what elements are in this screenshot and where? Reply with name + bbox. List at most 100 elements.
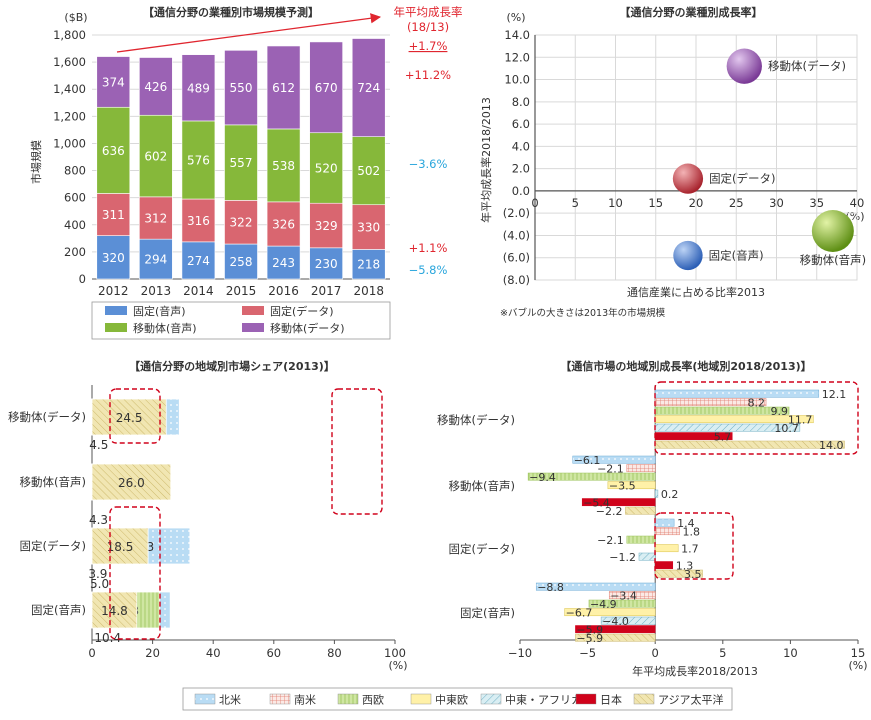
legend-label: 北米 (219, 694, 241, 707)
bar-value-label: 502 (357, 164, 380, 178)
growth-value-label: −5.4 (583, 497, 610, 510)
y-tick-label: 800 (64, 164, 86, 178)
cagr-fixed-data: +1.1% (409, 241, 448, 255)
growth-bar (535, 582, 656, 591)
bar-value-label: 316 (187, 214, 210, 228)
growth-value-label: 1.7 (681, 543, 699, 556)
growth-bar (654, 489, 659, 498)
growth-value-label: 14.0 (819, 439, 844, 452)
growth-value-label: −8.8 (537, 581, 564, 594)
growth-x-unit: (%) (848, 659, 867, 672)
share-value-label: 26.0 (118, 476, 145, 490)
growth-value-label: 1.8 (683, 526, 701, 539)
bubble (811, 210, 854, 252)
bar-value-label: 243 (272, 256, 295, 270)
region-legend: 北米 南米 西欧 中東欧 中東・アフリカ 日本 アジア太平洋 (182, 687, 733, 711)
legend-swatch (410, 693, 432, 705)
legend-swatch (633, 693, 655, 705)
share-value-label: 18.5 (107, 540, 134, 554)
bubble-ylabel: 年平均成長率2018/2013 (479, 97, 493, 223)
bar-segment (96, 193, 131, 236)
highlight-box-mobile-data-growth (654, 381, 859, 455)
y-tick-label: (4.0) (503, 228, 530, 242)
bubble (672, 163, 704, 194)
growth-bar (654, 389, 820, 398)
bar-value-label: 670 (315, 81, 338, 95)
share-segment (91, 398, 167, 436)
bubble-label: 移動体(音声) (800, 253, 866, 267)
legend-swatch (337, 693, 359, 705)
growth-bubble-chart: 【通信分野の業種別成長率】 (%) (%) 年平均成長率2018/2013 通信… (479, 5, 866, 319)
x-tick-label: 0 (652, 646, 659, 660)
growth-value-label: −6.7 (566, 607, 593, 620)
growth-bar (654, 527, 680, 536)
regional-growth-chart: 【通信市場の地域別成長率(地域別2018/2013)】 −10 −5 0 5 10 15 … (437, 359, 868, 678)
legend-swatch (194, 693, 216, 705)
growth-value-label: −4.0 (602, 615, 629, 628)
y-tick-label: 0 (79, 272, 86, 286)
bubble-label: 固定(データ) (709, 172, 775, 186)
bar-segment (224, 50, 258, 126)
cagr-fixed-data-top: +1.7% (409, 39, 448, 53)
x-tick-label: −10 (508, 646, 532, 660)
x-tick-label: 2012 (98, 284, 129, 298)
share-segment (91, 463, 172, 501)
bar-value-label: 330 (357, 221, 380, 235)
growth-bar (581, 498, 656, 507)
regional-share-chart: 【通信分野の地域別市場シェア(2013)】 0 20 40 60 80 100 移動体(デ… (8, 359, 408, 672)
legend-swatch (105, 323, 127, 332)
growth-value-label: −9.4 (529, 471, 556, 484)
growth-value-label: −2.1 (597, 534, 624, 547)
x-tick-label: 2016 (268, 284, 299, 298)
growth-value-label: 11.7 (788, 414, 813, 427)
bar-segment (139, 196, 173, 240)
growth-value-label: 1.4 (677, 517, 695, 530)
x-tick-label: 30 (769, 196, 784, 210)
bar-segment (266, 245, 301, 280)
category-label: 移動体(データ) (437, 413, 515, 427)
legend-label: 西欧 (362, 694, 384, 707)
growth-bar (654, 561, 674, 570)
legend-swatch (480, 693, 502, 705)
growth-bar (626, 535, 656, 544)
x-tick-label: 2018 (353, 284, 384, 298)
growth-title: 【通信市場の地域別成長率(地域別2018/2013)】 (560, 359, 811, 373)
legend-label: 移動体(音声) (133, 321, 197, 335)
y-tick-label: 400 (64, 218, 86, 232)
bar-segment (181, 120, 216, 200)
category-label: 固定(音声) (31, 603, 86, 617)
growth-value-label: −6.1 (574, 454, 601, 467)
market-size-y-ticks: 0 200 400 600 800 1,000 1,200 1,400 1,600 1,800 (53, 28, 86, 286)
bar-segment (181, 241, 216, 280)
x-tick-label: 10 (608, 196, 623, 210)
share-segment (91, 527, 149, 565)
share-value-label: 14.8 (101, 604, 128, 618)
x-tick-label: 40 (850, 196, 865, 210)
x-tick-label: −5 (579, 646, 596, 660)
growth-value-label: −2.1 (597, 463, 624, 476)
growth-value-label: 0.2 (661, 488, 679, 501)
legend-label: 固定(音声) (133, 304, 186, 318)
growth-value-label: 12.1 (822, 388, 847, 401)
growth-bar (564, 608, 656, 617)
bar-value-label: 724 (357, 81, 380, 95)
market-size-legend: 固定(音声) 固定(データ) 移動体(音声) 移動体(データ) (91, 301, 391, 340)
growth-value-label: 1.3 (676, 560, 694, 573)
highlight-box-fixed-data-growth (654, 512, 734, 580)
category-label: 固定(データ) (449, 542, 515, 556)
growth-bar (600, 616, 656, 625)
growth-bar (626, 464, 656, 473)
x-tick-label: 80 (327, 646, 342, 660)
y-tick-label: 12.0 (504, 50, 530, 64)
bar-value-label: 374 (102, 75, 125, 89)
legend-frame (91, 301, 391, 340)
x-tick-label: 15 (851, 646, 866, 660)
bar-segment (224, 243, 258, 280)
growth-value-label: 5.7 (714, 431, 732, 444)
x-tick-label: 5 (719, 646, 726, 660)
growth-bar (588, 599, 656, 608)
y-tick-label: 1,600 (53, 55, 86, 69)
bar-value-label: 329 (315, 219, 338, 233)
y-tick-label: 200 (64, 245, 86, 259)
